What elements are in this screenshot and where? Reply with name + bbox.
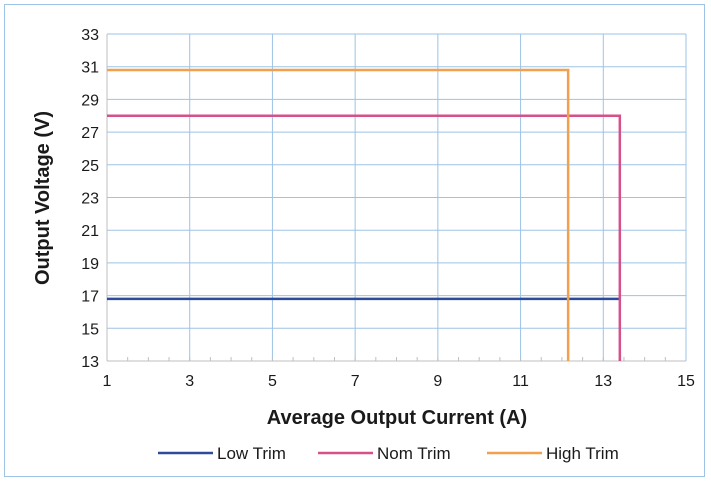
legend-label: High Trim: [546, 444, 619, 463]
x-tick-label: 11: [512, 373, 529, 390]
series-lines: [107, 68, 622, 361]
legend-label: Nom Trim: [377, 444, 451, 463]
y-tick-label: 13: [81, 354, 99, 371]
axes: [106, 34, 686, 362]
legend: Low Trim Nom Trim High Trim: [158, 444, 619, 463]
y-tick-label: 33: [81, 27, 99, 44]
series-line-high-trim: [107, 68, 570, 361]
chart-frame: [4, 4, 705, 477]
x-tick-label: 15: [677, 373, 695, 390]
x-tick-label: 5: [268, 373, 277, 390]
y-tick-label: 19: [81, 256, 99, 273]
y-tick-label: 27: [81, 125, 99, 142]
x-axis-title: Average Output Current (A): [267, 407, 527, 429]
y-tick-label: 21: [81, 223, 99, 240]
series-line-nom-trim: [107, 114, 622, 361]
y-tick-label: 29: [81, 92, 99, 109]
grid-lines: [107, 33, 687, 361]
y-tick-label: 15: [81, 321, 99, 338]
y-tick-label: 31: [81, 60, 99, 77]
y-axis-title: Output Voltage (V): [32, 111, 54, 285]
y-tick-label: 25: [81, 158, 99, 175]
legend-label: Low Trim: [217, 444, 286, 463]
x-tick-label: 9: [433, 373, 442, 390]
y-tick-label: 23: [81, 191, 99, 208]
x-tick-label: 3: [185, 373, 194, 390]
y-tick-label: 17: [81, 289, 99, 306]
x-tick-label: 13: [594, 373, 612, 390]
x-tick-label: 1: [103, 373, 112, 390]
x-tick-label: 7: [351, 373, 360, 390]
